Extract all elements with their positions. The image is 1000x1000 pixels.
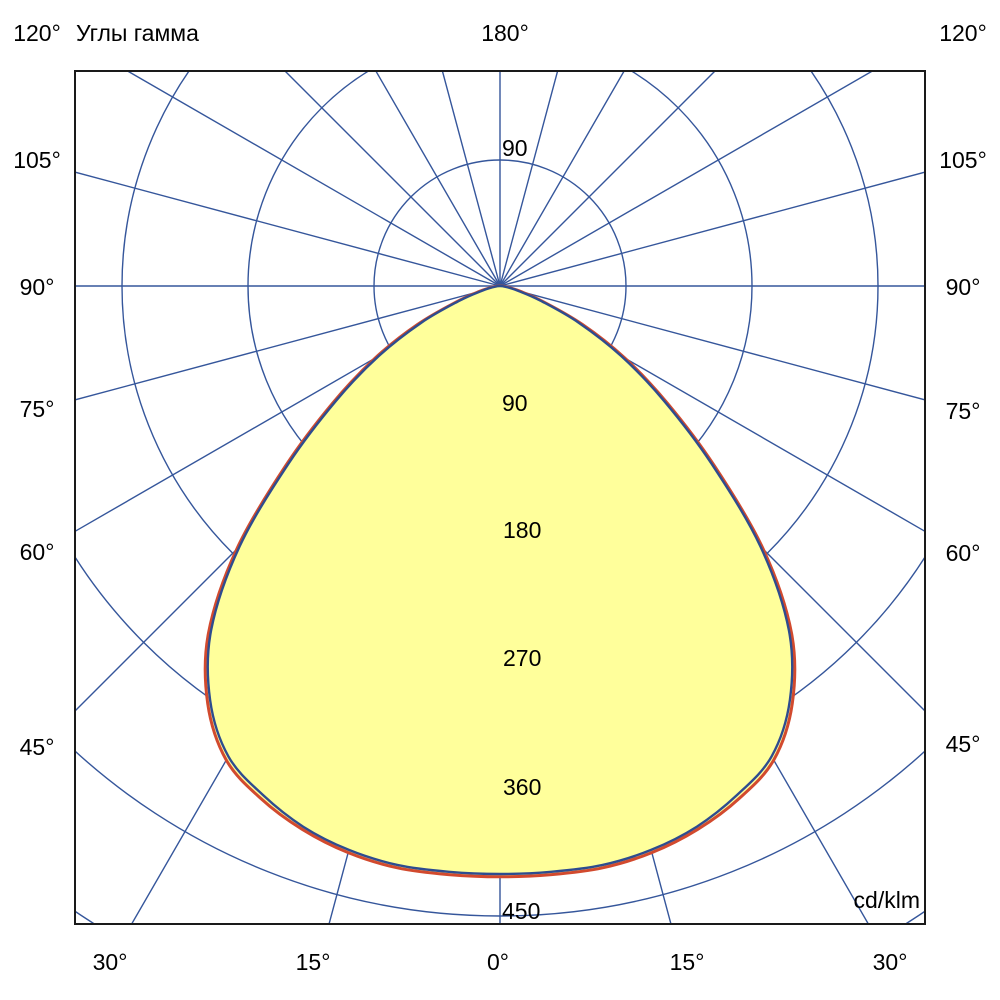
angle-label-left-60: 60°: [19, 539, 55, 565]
angle-label-bottom-0: 0°: [487, 949, 509, 975]
angle-label-right-90: 90°: [945, 274, 981, 300]
angle-label-left-105: 105°: [13, 147, 61, 173]
radial-tick-180: 180: [503, 517, 542, 543]
angle-label-top-center: 180°: [481, 20, 529, 46]
radial-tick-360: 360: [503, 774, 542, 800]
angle-label-left-45: 45°: [19, 734, 55, 760]
angle-label-right-45: 45°: [945, 731, 981, 757]
angle-label-bottom-15-left: 15°: [295, 949, 331, 975]
angle-label-right-105: 105°: [939, 147, 987, 173]
angle-label-left-75: 75°: [19, 396, 55, 422]
angle-label-bottom-15-right: 15°: [669, 949, 705, 975]
angle-label-bottom-30-right: 30°: [872, 949, 908, 975]
radial-tick-270: 270: [503, 645, 542, 671]
unit-label: cd/klm: [853, 887, 920, 913]
radial-tick-90-lower: 90: [502, 390, 528, 416]
chart-title: Углы гамма: [76, 20, 199, 46]
angle-label-top-left: 120°: [13, 20, 61, 46]
angle-label-left-90: 90°: [19, 274, 55, 300]
angle-label-top-right: 120°: [939, 20, 987, 46]
radial-tick-450: 450: [502, 898, 541, 924]
radial-tick-90-upper: 90: [502, 135, 528, 161]
angle-label-right-60: 60°: [945, 540, 981, 566]
angle-label-bottom-30-left: 30°: [92, 949, 128, 975]
angle-label-right-75: 75°: [945, 398, 981, 424]
